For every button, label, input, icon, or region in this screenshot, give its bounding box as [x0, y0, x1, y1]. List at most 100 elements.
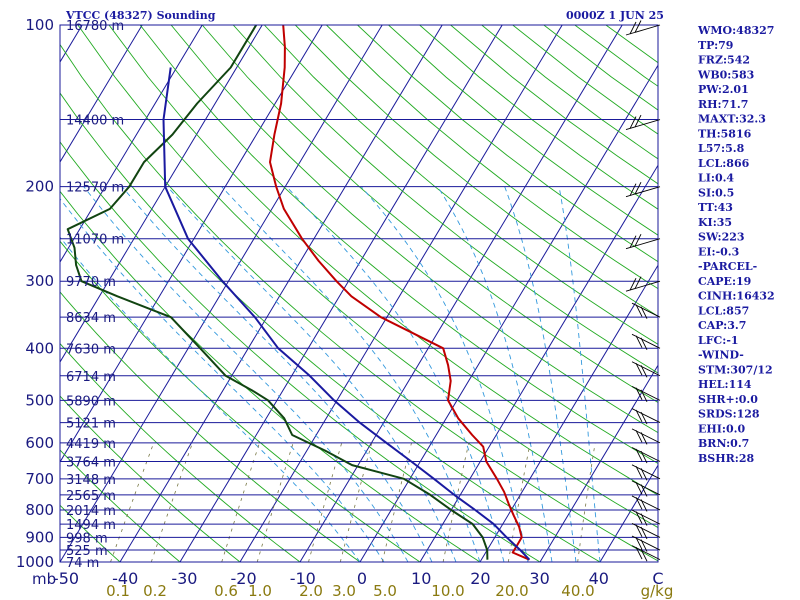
wind-barb-flag	[635, 497, 643, 510]
isotherm-line	[599, 464, 658, 562]
isotherm-line	[479, 264, 658, 562]
isotherm-line	[60, 25, 323, 463]
height-label: 2014 m	[66, 504, 116, 519]
index-line: LI:0.4	[698, 172, 734, 185]
pressure-tick-label: 100	[25, 16, 54, 34]
index-line: SI:0.5	[698, 186, 734, 199]
index-line: MAXT:32.3	[698, 113, 766, 126]
wind-barb-flag	[635, 335, 643, 348]
wind-barb-flag	[635, 362, 643, 376]
height-label: 2565 m	[66, 489, 116, 504]
index-line: STM:307/12	[698, 363, 773, 376]
index-line: -PARCEL-	[698, 260, 757, 273]
mixing-ratio-labels: 0.1 0.2 0.6 1.0 2.0 3.0 5.0 10.0 20.0 40.0 g/kg	[106, 582, 673, 600]
index-line: BSHR:28	[698, 452, 754, 465]
wind-barb-flag	[640, 484, 648, 497]
index-line: PW:2.01	[698, 83, 749, 96]
wind-barb-flag	[635, 409, 643, 423]
isotherm-line	[539, 364, 658, 562]
temperature-tick-label: -40	[112, 569, 138, 588]
index-line: LFC:-1	[698, 334, 739, 347]
series-line-3	[162, 67, 531, 561]
moist-adiabat-line	[60, 236, 361, 562]
wind-barb-flag	[640, 499, 648, 512]
height-label: 525 m	[66, 544, 108, 559]
mixing-ratio-line	[577, 442, 596, 562]
wind-barb-flag	[635, 466, 643, 479]
wind-barb-shaft	[625, 119, 661, 130]
temperature-tick-label: 20	[470, 569, 490, 588]
index-line: CAP:3.7	[698, 319, 746, 332]
index-line: KI:35	[698, 216, 732, 229]
index-line: HEL:114	[698, 378, 752, 391]
wind-barb-shaft	[625, 238, 661, 250]
wind-barb-flag	[640, 337, 648, 351]
isotherm-line	[60, 25, 203, 263]
series-line-1	[269, 25, 530, 561]
height-label: 3148 m	[66, 473, 116, 488]
pressure-tick-label: 800	[25, 501, 54, 519]
wind-barb-flag	[640, 411, 648, 425]
pressure-tick-label: 1000	[16, 553, 54, 571]
mixing-ratio-label: 40.0	[561, 582, 594, 600]
isotherm-line	[60, 25, 383, 562]
wind-barbs	[625, 20, 661, 562]
height-label: 16780 m	[66, 19, 124, 34]
height-label: 1494 m	[66, 518, 116, 533]
mixing-ratio-line	[442, 442, 470, 562]
temperature-tick-label: -20	[231, 569, 257, 588]
mixing-ratio-label: 2.0	[299, 582, 323, 600]
height-label: 4419 m	[66, 437, 116, 452]
height-label: 998 m	[66, 531, 108, 546]
wind-barb-flag	[629, 183, 637, 196]
temperature-tick-label: 0	[357, 569, 367, 588]
index-line: SHR+:0.0	[698, 393, 758, 406]
index-line: WMO:48327	[697, 24, 774, 37]
wind-barb-flag	[635, 430, 643, 443]
wind-barb-flag	[640, 432, 648, 445]
series-lines	[66, 25, 531, 561]
mixing-ratio-line	[339, 442, 373, 562]
index-line: WB0:583	[697, 68, 754, 81]
height-label: 8634 m	[66, 311, 116, 326]
pressure-tick-label: 300	[25, 272, 54, 290]
wind-barb-flag	[635, 304, 643, 317]
wind-barb-flag	[629, 21, 637, 35]
index-line: RH:71.7	[698, 98, 748, 111]
wind-barb-flag	[640, 450, 648, 464]
index-line: SRDS:128	[698, 408, 760, 421]
mixing-ratio-label: 10.0	[431, 582, 464, 600]
moist-adiabat-line	[167, 186, 457, 562]
moist-adiabat-line	[121, 186, 433, 562]
height-label: 9770 m	[66, 275, 116, 290]
pressure-tick-label: 600	[25, 434, 54, 452]
wind-barb-flag	[640, 539, 648, 552]
wind-barb-flag	[635, 387, 643, 400]
temperature-tick-label: -10	[290, 569, 316, 588]
isotherm-line	[60, 25, 263, 363]
chart-title: VTCC (48327) Sounding	[65, 9, 216, 22]
wind-barb-flag	[634, 114, 642, 128]
mixing-ratio-line	[256, 442, 294, 562]
series-line-2	[66, 25, 489, 560]
wind-barb-shaft	[625, 280, 661, 292]
wind-barb-flag	[629, 116, 637, 129]
height-label: 5890 m	[66, 394, 116, 409]
mixing-ratio-label: 20.0	[495, 582, 528, 600]
wind-barb-flag	[635, 537, 643, 550]
isobars	[60, 24, 658, 563]
wind-barb-shaft	[625, 186, 661, 198]
wind-barb-shaft	[625, 24, 661, 36]
plot-frame	[59, 24, 659, 563]
height-label: 6714 m	[66, 370, 116, 385]
wind-barb-flag	[640, 365, 648, 378]
isotherm-line	[179, 25, 503, 562]
wind-barb-flag	[635, 482, 643, 495]
pressure-tick-label: 700	[25, 470, 54, 488]
wind-barb-flag	[640, 526, 648, 540]
wind-barb-flag	[635, 524, 643, 538]
height-label: 7630 m	[66, 342, 116, 357]
wind-barb-flag	[629, 278, 637, 291]
moist-adiabat-line	[360, 186, 529, 562]
index-line: TP:79	[698, 39, 733, 52]
